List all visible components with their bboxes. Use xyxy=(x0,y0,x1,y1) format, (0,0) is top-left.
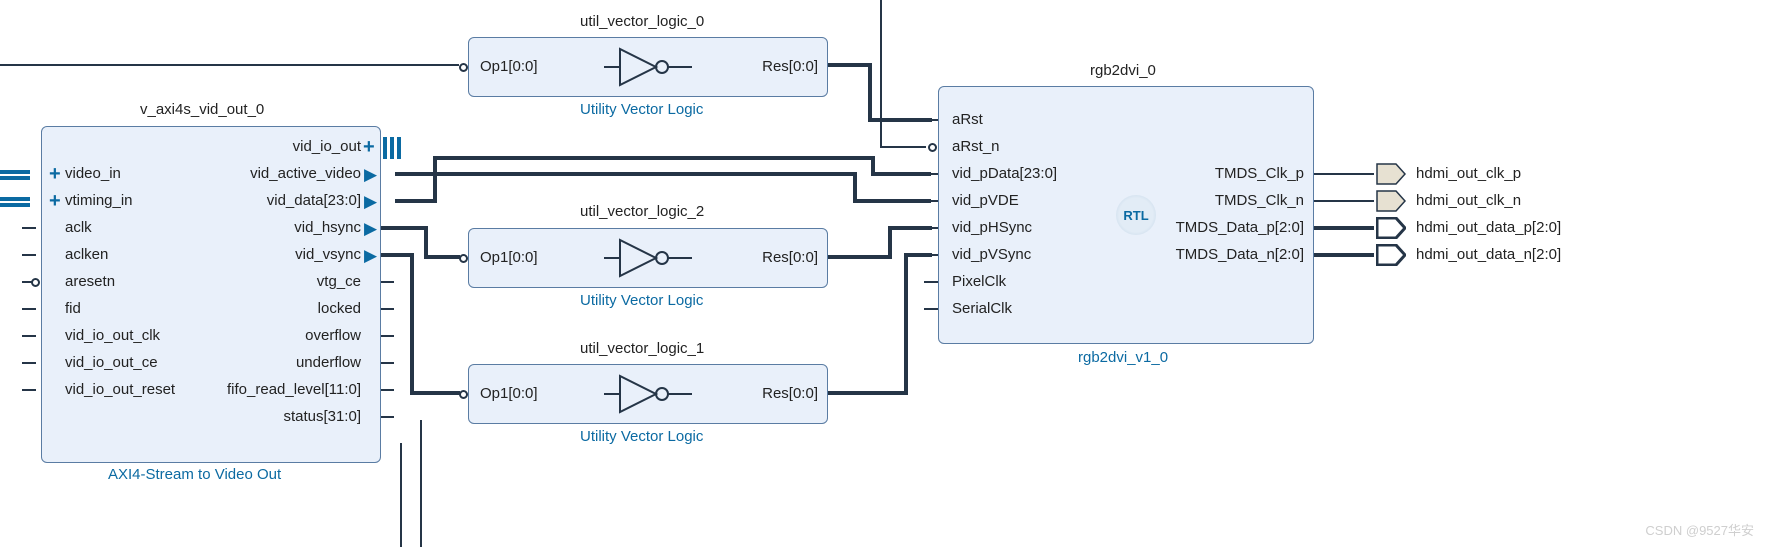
port-label: video_in xyxy=(65,165,121,182)
wire-segment xyxy=(380,362,394,364)
output-port-icon xyxy=(1376,244,1406,266)
port-label: vtiming_in xyxy=(65,192,133,209)
wire-segment xyxy=(904,253,908,395)
not-gate-icon xyxy=(604,234,692,282)
output-port-icon xyxy=(1376,217,1406,239)
wire-segment xyxy=(380,308,394,310)
wire-segment xyxy=(828,255,890,259)
port-label: aclk xyxy=(65,219,92,236)
wire-segment xyxy=(380,253,412,257)
port-label: locked xyxy=(181,300,361,317)
port-label: underflow xyxy=(181,354,361,371)
block-subtitle: Utility Vector Logic xyxy=(580,428,703,445)
port-label: aclken xyxy=(65,246,108,263)
wire-segment xyxy=(1314,226,1374,230)
port-label: Op1[0:0] xyxy=(480,385,538,402)
port-label: aRst_n xyxy=(952,138,1000,155)
block-subtitle: Utility Vector Logic xyxy=(580,101,703,118)
port-label: vid_active_video xyxy=(181,165,361,182)
port-label: vid_io_out_reset xyxy=(65,381,175,398)
port-label: vid_pVSync xyxy=(952,246,1031,263)
wire-segment xyxy=(0,64,459,66)
block-title: v_axi4s_vid_out_0 xyxy=(140,101,264,118)
block-title: rgb2dvi_0 xyxy=(1090,62,1156,79)
port-label: TMDS_Data_p[2:0] xyxy=(1154,219,1304,236)
block-subtitle: Utility Vector Logic xyxy=(580,292,703,309)
port-label: fid xyxy=(65,300,81,317)
wire-segment xyxy=(880,146,926,148)
wire-segment xyxy=(871,172,931,176)
block-title: util_vector_logic_2 xyxy=(580,203,704,220)
port-label: PixelClk xyxy=(952,273,1006,290)
external-port-label: hdmi_out_clk_p xyxy=(1416,165,1521,182)
wire-segment xyxy=(1314,253,1374,257)
wire-segment xyxy=(433,156,873,160)
wire-segment xyxy=(380,281,394,283)
wire-segment xyxy=(410,253,414,393)
port-label: overflow xyxy=(181,327,361,344)
block-title: util_vector_logic_1 xyxy=(580,340,704,357)
wire-segment xyxy=(880,0,882,148)
wire-segment xyxy=(828,391,906,395)
wire-segment xyxy=(380,389,394,391)
wire-segment xyxy=(868,63,872,120)
wire-segment xyxy=(424,226,428,257)
port-label: Res[0:0] xyxy=(738,249,818,266)
wire-segment xyxy=(380,416,394,418)
output-port-icon xyxy=(1376,163,1406,185)
wire-segment xyxy=(888,226,892,259)
wire-segment xyxy=(828,63,870,67)
block-subtitle: rgb2dvi_v1_0 xyxy=(1078,349,1168,366)
wire-segment xyxy=(380,226,426,230)
port-label: Res[0:0] xyxy=(738,58,818,75)
port-label: Res[0:0] xyxy=(738,385,818,402)
external-port-label: hdmi_out_data_n[2:0] xyxy=(1416,246,1561,263)
watermark: CSDN @9527华安 xyxy=(1645,520,1754,539)
wire-segment xyxy=(868,118,932,122)
port-label: fifo_read_level[11:0] xyxy=(181,381,361,398)
wire-segment xyxy=(1314,173,1374,175)
port-label: TMDS_Clk_n xyxy=(1154,192,1304,209)
external-port-label: hdmi_out_data_p[2:0] xyxy=(1416,219,1561,236)
wire-segment xyxy=(433,156,437,203)
wire-segment xyxy=(395,172,855,176)
port-label: status[31:0] xyxy=(181,408,361,425)
port-label: vid_vsync xyxy=(181,246,361,263)
wire-segment xyxy=(424,255,460,259)
port-label: TMDS_Data_n[2:0] xyxy=(1154,246,1304,263)
not-gate-icon xyxy=(604,43,692,91)
port-label: vid_data[23:0] xyxy=(181,192,361,209)
block-subtitle: AXI4-Stream to Video Out xyxy=(108,466,281,483)
wire-segment xyxy=(380,335,394,337)
port-label: Op1[0:0] xyxy=(480,249,538,266)
not-gate-icon xyxy=(604,370,692,418)
wire-segment xyxy=(410,391,460,395)
port-label: vid_pData[23:0] xyxy=(952,165,1057,182)
port-label: aRst xyxy=(952,111,983,128)
port-label: TMDS_Clk_p xyxy=(1154,165,1304,182)
wire-segment xyxy=(853,172,857,201)
wire-segment xyxy=(400,443,402,547)
external-port-label: hdmi_out_clk_n xyxy=(1416,192,1521,209)
wire-segment xyxy=(420,420,422,547)
port-label: vid_io_out xyxy=(181,138,361,155)
rtl-badge-icon: RTL xyxy=(1116,195,1156,235)
wire-segment xyxy=(853,199,931,203)
port-label: vid_hsync xyxy=(181,219,361,236)
port-label: vid_io_out_clk xyxy=(65,327,160,344)
port-label: Op1[0:0] xyxy=(480,58,538,75)
port-label: aresetn xyxy=(65,273,115,290)
wire-segment xyxy=(395,199,435,203)
port-label: vid_pHSync xyxy=(952,219,1032,236)
port-label: vtg_ce xyxy=(181,273,361,290)
port-label: vid_pVDE xyxy=(952,192,1019,209)
output-port-icon xyxy=(1376,190,1406,212)
port-label: SerialClk xyxy=(952,300,1012,317)
wire-segment xyxy=(1314,200,1374,202)
port-label: vid_io_out_ce xyxy=(65,354,158,371)
block-title: util_vector_logic_0 xyxy=(580,13,704,30)
diagram-canvas: v_axi4s_vid_out_0 AXI4-Stream to Video Ou… xyxy=(0,0,1770,547)
